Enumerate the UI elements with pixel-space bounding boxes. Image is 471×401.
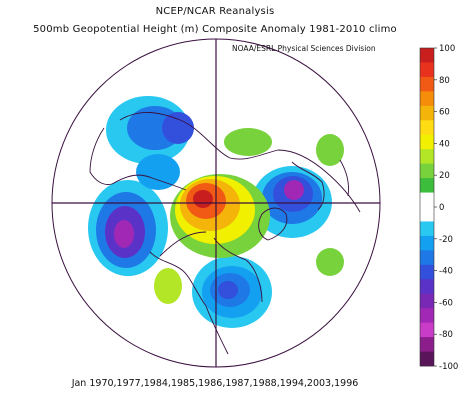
coastlines: [89, 111, 361, 355]
green-north: [224, 128, 272, 156]
colorbar-tick-label: 40: [439, 139, 450, 149]
colorbar-swatch: [420, 322, 434, 338]
green-south-west: [154, 268, 182, 304]
colorbar-swatch: [420, 221, 434, 237]
europe-coast: [291, 159, 349, 211]
colorbar-tick-label: 80: [439, 76, 450, 86]
colorbar-swatch: [420, 134, 434, 150]
siberia-low: [136, 154, 180, 190]
map-subtitle: 500mb Geopotential Height (m) Composite …: [33, 24, 397, 35]
colorbar-tick-label: 20: [439, 171, 450, 181]
asia-coast: [89, 127, 187, 191]
colorbar-labels: 100 80 60 40 20 0 -20 -40 -60 -80 -100: [434, 44, 458, 372]
globe-outline: [51, 38, 381, 368]
colorbar-swatch: [420, 235, 434, 251]
na-low-core: [218, 281, 238, 299]
colorbar-swatch: [420, 76, 434, 92]
pacific-low-core: [114, 220, 134, 248]
colorbar-tick-label: -40: [439, 267, 453, 277]
colorbar-tick-label: -60: [439, 298, 453, 308]
eurasia-coast: [119, 111, 361, 213]
colorbar-swatch: [420, 62, 434, 78]
colorbar-swatch: [420, 337, 434, 352]
anomaly-field: [88, 96, 344, 328]
colorbar-swatch: [420, 279, 434, 295]
colorbar-swatch: [420, 192, 434, 208]
colorbar-swatches: [419, 47, 435, 367]
colorbar-tick-label: 100: [439, 44, 455, 54]
colorbar-swatch: [420, 250, 434, 266]
colorbar-tick-label: -20: [439, 235, 453, 245]
colorbar-swatch: [420, 120, 434, 136]
colorbar-swatch: [420, 48, 434, 63]
colorbar-swatch: [420, 264, 434, 280]
green-south-east: [316, 248, 344, 276]
colorbar-swatch: [420, 308, 434, 324]
map-credit: NOAA/ESRL Physical Sciences Division: [232, 44, 376, 53]
colorbar-swatch: [420, 178, 434, 193]
colorbar-swatch: [420, 91, 434, 107]
colorbar-tick-label: 60: [439, 108, 450, 118]
map-footer: Jan 1970,1977,1984,1985,1986,1987,1988,1…: [71, 378, 359, 389]
green-east: [316, 134, 344, 166]
colorbar-tick-label: -100: [439, 362, 458, 372]
colorbar-swatch: [420, 293, 434, 309]
greenland-coast: [258, 207, 288, 241]
colorbar-tick-label: -80: [439, 330, 453, 340]
colorbar-swatch: [420, 207, 434, 222]
colorbar-tick-label: 0: [439, 203, 444, 213]
asia-low-core: [162, 112, 194, 144]
map-title: NCEP/NCAR Reanalysis: [155, 6, 275, 17]
colorbar-swatch: [420, 163, 434, 179]
colorbar-swatch: [420, 351, 434, 367]
europe-low-core: [284, 180, 304, 200]
colorbar-swatch: [420, 105, 434, 121]
colorbar-swatch: [420, 149, 434, 165]
